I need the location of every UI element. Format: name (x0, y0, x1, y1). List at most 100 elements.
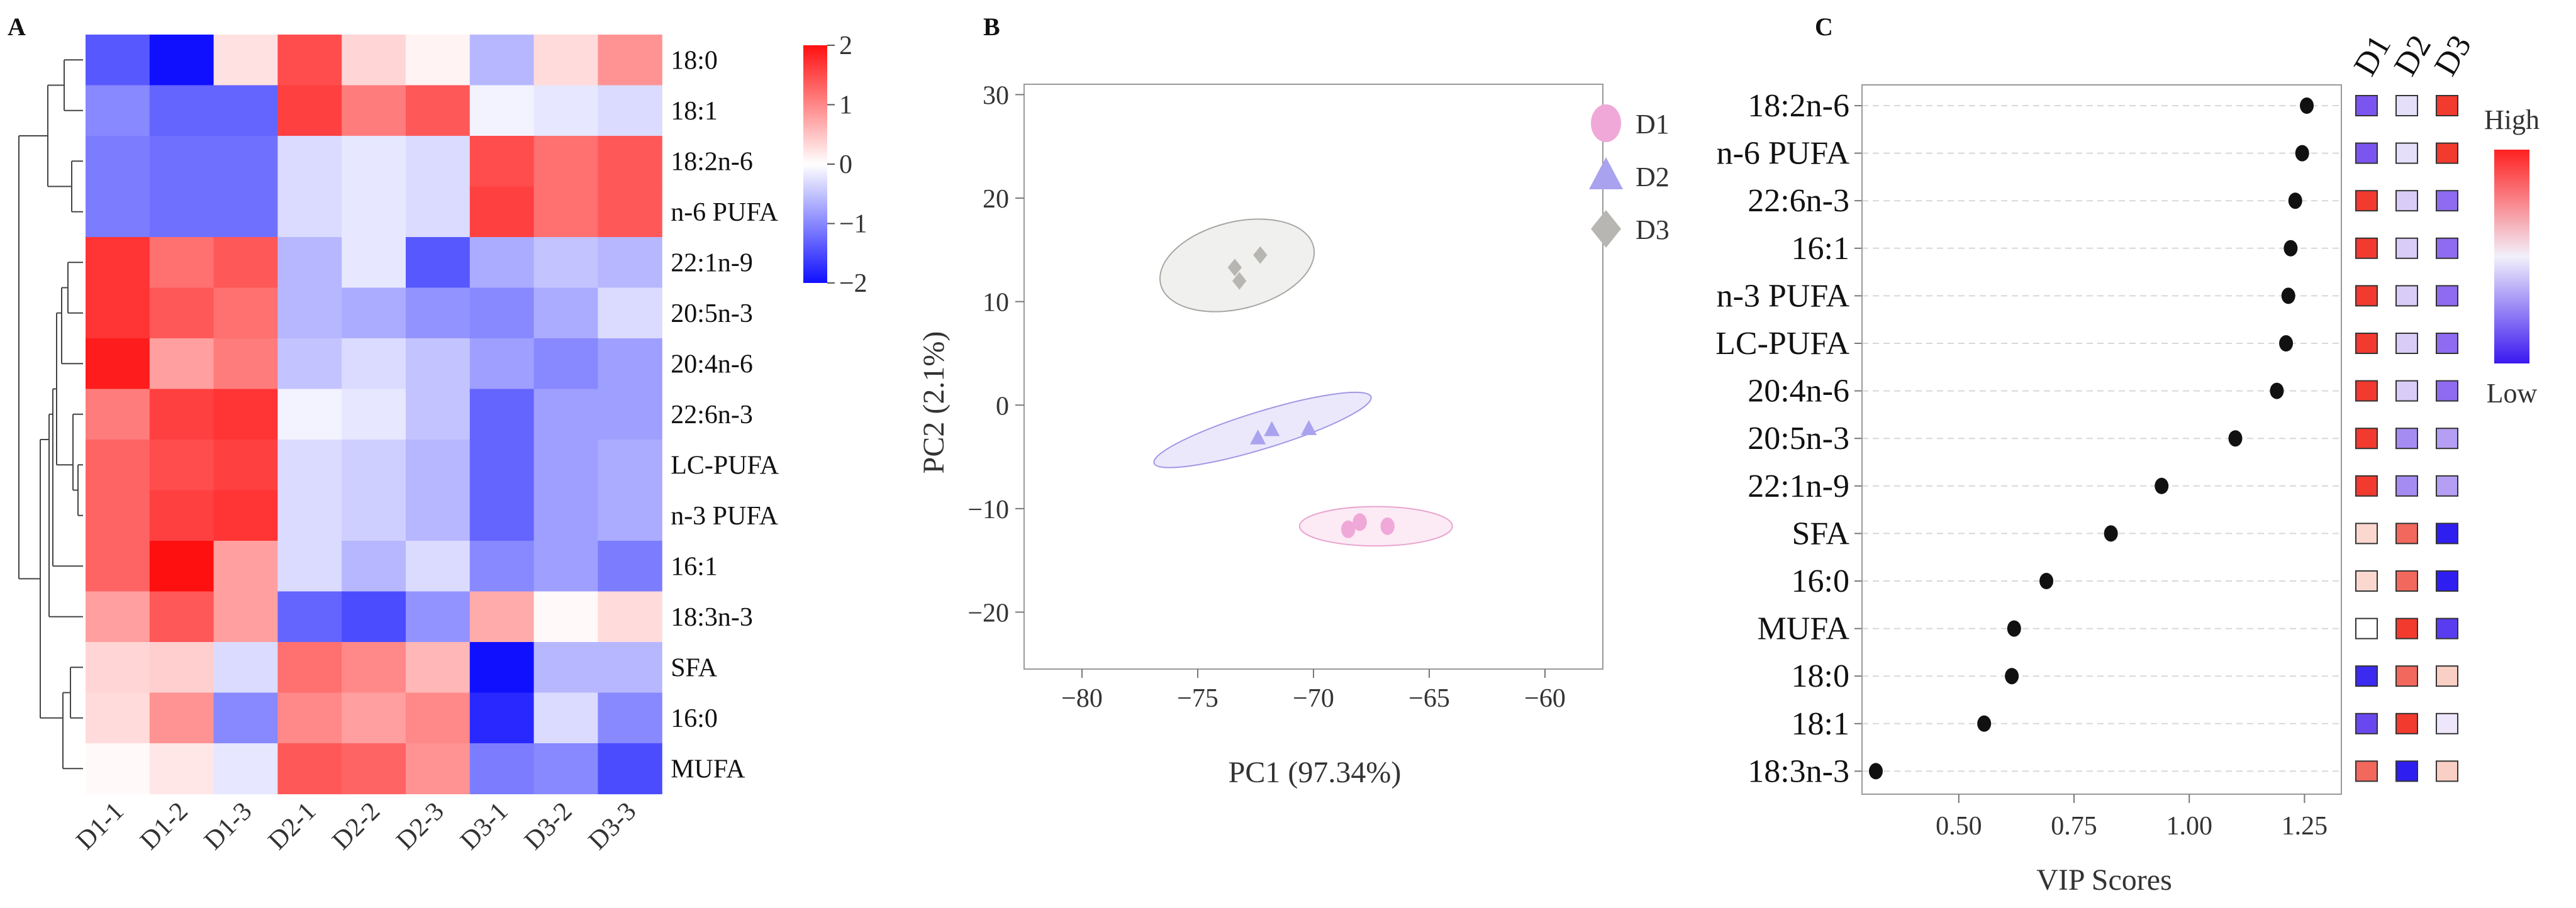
vip-colorbar-legend: High Low (2484, 104, 2540, 409)
vip-group-square (2436, 665, 2458, 687)
heatmap-column-label: D1-1 (70, 797, 130, 856)
heatmap-cell (533, 85, 598, 136)
heatmap-cell (277, 642, 342, 694)
pca-legend-label-d3: D3 (1636, 214, 1670, 245)
vip-group-square (2355, 665, 2378, 687)
heatmap-cell (533, 642, 598, 694)
heatmap-cell (533, 440, 598, 491)
heatmap-row-label: n-6 PUFA (671, 198, 778, 227)
vip-group-square (2395, 475, 2418, 497)
row-dendrogram (18, 59, 83, 770)
heatmap-cell (277, 237, 342, 289)
heatmap-cell (406, 743, 471, 795)
heatmap-cell (149, 743, 215, 795)
heatmap-cell (406, 186, 471, 238)
heatmap-cell (342, 591, 406, 643)
heatmap-cell (342, 85, 406, 136)
vip-group-square (2395, 523, 2418, 545)
pca-legend-marker-d3 (1591, 210, 1621, 248)
vip-group-square (2395, 617, 2418, 639)
heatmap-cell (469, 692, 535, 744)
heatmap-cell (342, 389, 406, 440)
heatmap-cell (469, 490, 535, 541)
heatmap-cell (342, 490, 406, 541)
heatmap-cell (213, 743, 278, 795)
pca-legend-label-d2: D2 (1636, 162, 1670, 192)
heatmap-cell (406, 490, 471, 541)
heatmap-row-label: 22:1n-9 (671, 248, 753, 277)
pca-y-axis-title: PC2 (2.1%) (917, 331, 951, 474)
heatmap-column-label: D1-3 (199, 797, 258, 856)
heatmap-cell (598, 186, 662, 238)
vip-group-square (2355, 475, 2378, 497)
heatmap-cell (149, 136, 215, 187)
vip-group-square (2436, 380, 2458, 402)
vip-group-square (2436, 760, 2458, 782)
panel-a-heatmap: A 18:0 18:1 18:2n-6 n-6 PUFA 22:1n-9 20:5n-3 2… (8, 13, 867, 856)
heatmap-cell (533, 287, 598, 339)
vip-category-labels: 18:2n-6 n-6 PUFA 22:6n-3 16:1 n-3 PUFA LC-PUF… (1715, 88, 1849, 789)
heatmap-column-label: D1-2 (135, 797, 194, 856)
vip-category-label: 20:5n-3 (1748, 421, 1849, 457)
vip-category-label: 18:1 (1792, 706, 1849, 742)
vip-point (2279, 335, 2294, 352)
heatmap-cell (406, 35, 471, 86)
heatmap-cell (342, 338, 406, 390)
heatmap-cell (598, 642, 662, 694)
heatmap-row-label: 18:1 (671, 97, 718, 126)
pca-point-d1 (1352, 513, 1367, 531)
heatmap-cell (213, 237, 278, 289)
heatmap-cell (149, 692, 215, 744)
vip-category-label: MUFA (1758, 611, 1850, 647)
vip-group-square (2436, 142, 2458, 164)
heatmap-cell (86, 692, 150, 744)
pca-ellipses (1153, 218, 1453, 547)
vip-point (2281, 287, 2295, 304)
heatmap-cell (469, 743, 535, 795)
pca-plot-frame (1023, 84, 1603, 670)
heatmap-cell (406, 642, 471, 694)
heatmap-column-labels: D1-1 D1-2 D1-3 D2-1 D2-2 D2-3 D3-1 D3-2 D3-3 (70, 797, 642, 856)
heatmap-row-labels: 18:0 18:1 18:2n-6 n-6 PUFA 22:1n-9 20:5n-3 20:… (671, 46, 779, 783)
heatmap-cells (86, 35, 662, 795)
heatmap-cell (342, 440, 406, 491)
colorbar-tick-label: −2 (839, 269, 867, 298)
heatmap-row-label: 22:6n-3 (671, 401, 753, 429)
pca-x-tick-label: −80 (1061, 684, 1103, 713)
pca-point-d3 (1232, 272, 1247, 290)
vip-category-label: 20:4n-6 (1748, 374, 1849, 409)
heatmap-cell (598, 35, 662, 86)
heatmap-cell (86, 287, 150, 339)
heatmap-cell (598, 85, 662, 136)
heatmap-cell (86, 642, 150, 694)
vip-point (2295, 145, 2309, 162)
vip-group-squares (2355, 95, 2458, 782)
vip-x-tick-label: 0.50 (1936, 812, 1982, 841)
heatmap-cell (277, 85, 342, 136)
heatmap-cell (533, 186, 598, 238)
vip-group-square (2395, 760, 2418, 782)
heatmap-cell (533, 743, 598, 795)
heatmap-cell (277, 440, 342, 491)
vip-group-square (2395, 665, 2418, 687)
pca-point-d3 (1227, 258, 1242, 277)
heatmap-row-label: 16:0 (671, 704, 718, 733)
heatmap-cell (469, 85, 535, 136)
vip-group-square (2436, 475, 2458, 497)
heatmap-cell (406, 338, 471, 390)
vip-category-label: 16:1 (1792, 231, 1849, 267)
heatmap-row-label: 18:3n-3 (671, 603, 753, 632)
heatmap-cell (406, 389, 471, 440)
vip-group-square (2436, 712, 2458, 734)
heatmap-cell (533, 591, 598, 643)
heatmap-row-label: MUFA (671, 755, 745, 783)
heatmap-cell (86, 186, 150, 238)
vip-group-square (2436, 570, 2458, 592)
heatmap-column-label: D3-1 (455, 797, 514, 856)
heatmap-cell (469, 35, 535, 86)
heatmap-row-label: 18:0 (671, 46, 718, 75)
pca-point-d2 (1264, 421, 1280, 436)
heatmap-cell (406, 541, 471, 592)
heatmap-cell (213, 287, 278, 339)
